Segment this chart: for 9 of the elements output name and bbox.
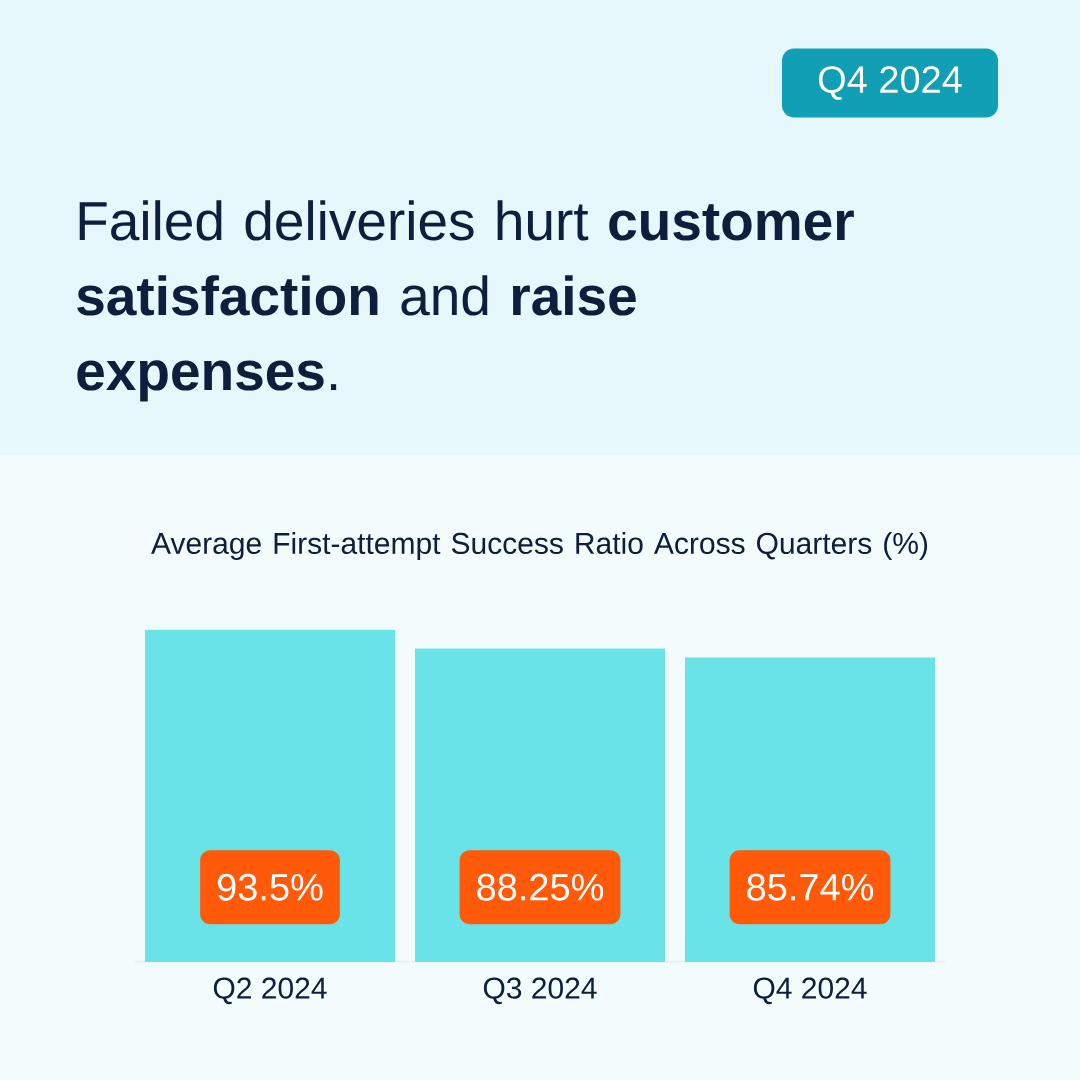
x-tick-label: Q3 2024: [483, 977, 597, 1005]
x-tick-label: Q4 2024: [753, 977, 867, 1005]
data-label: 88.25%: [477, 873, 604, 901]
x-tick-label: Q2 2024: [213, 977, 327, 1005]
data-label: 93.5%: [217, 873, 323, 901]
text: Q4 2024: [818, 66, 962, 100]
data-label: 85.74%: [747, 873, 874, 901]
chart-title: Failed deliveries hurt customer satisfaction and raise expenses.: [77, 200, 854, 402]
chart-subtitle: Average First-attempt Success Ratio Across Quarters (%): [151, 532, 928, 560]
